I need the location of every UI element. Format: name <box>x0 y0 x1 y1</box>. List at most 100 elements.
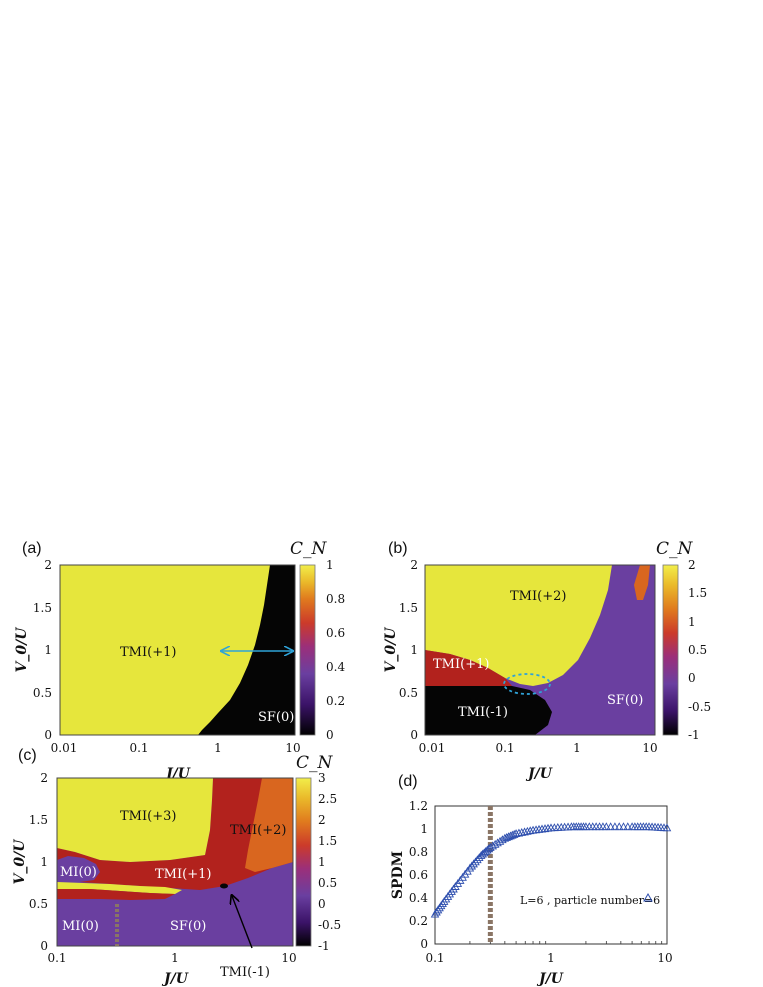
panel-b: (b) TMI(+2) TMI(+1) TMI(-1) SF(0) 2 1.5 … <box>383 539 711 782</box>
panel-b-dashed-ellipse <box>503 673 551 695</box>
panel-a: (a) TMI(+1) SF(0) 2 1.5 1 0.5 0 0.01 0.1… <box>14 539 345 782</box>
panel-b-ytick: 0 <box>410 728 418 742</box>
panel-b-xlabel: J/U <box>525 766 553 782</box>
panel-d-data-point <box>443 892 453 900</box>
panel-a-ytick: 2 <box>44 558 52 572</box>
panel-a-phase-label: TMI(+1) <box>120 645 176 660</box>
panel-c-xlabel: J/U <box>161 971 189 987</box>
panel-c-colorbar-tick: 3 <box>318 771 326 785</box>
panel-b-region-tmi-plus2-island <box>634 565 650 600</box>
panel-d-data-point <box>500 833 510 842</box>
panel-b-xtick: 0.1 <box>495 741 514 755</box>
panel-a-ytick: 0 <box>44 728 52 742</box>
panel-d-data-point <box>511 829 521 838</box>
panel-d-ytick: 0 <box>420 937 428 951</box>
panel-b-phase-label: SF(0) <box>607 693 643 708</box>
panel-b-colorbar-tick: 0 <box>688 671 696 685</box>
panel-a-xtick: 0.1 <box>129 741 148 755</box>
panel-c-ytick: 1.5 <box>29 813 48 827</box>
panel-b-colorbar-tick: 0.5 <box>688 643 707 657</box>
panel-c-ytick: 0.5 <box>29 897 48 911</box>
panel-b-label: (b) <box>388 540 408 557</box>
panel-b-ylabel: V_0/U <box>383 627 399 673</box>
panel-d: (d) 1.2 1 0.8 0.6 0.4 0.2 0 0.1 1 10 J/U… <box>390 773 673 987</box>
panel-b-colorbar-title: C_N <box>656 539 694 559</box>
panel-b-region-tmi-plus2 <box>425 565 612 686</box>
panel-d-data-point <box>523 826 532 835</box>
panel-d-data-point <box>469 859 478 868</box>
panel-d-series <box>430 822 672 918</box>
panel-c-frame <box>56 777 294 947</box>
panel-c-phase-label: MI(0) <box>62 919 99 934</box>
panel-a-region-sf <box>198 565 295 735</box>
panel-d-xtick: 10 <box>657 951 672 965</box>
panel-d-ytick: 1.2 <box>409 799 428 813</box>
panel-d-data-point <box>479 848 489 857</box>
panel-d-ylabel: SPDM <box>390 851 406 899</box>
panel-d-ytick: 0.2 <box>409 914 428 928</box>
panel-d-data-point <box>520 827 529 836</box>
panel-c-phase-label: TMI(-1) <box>220 965 270 980</box>
panel-a-phase-label: SF(0) <box>258 710 294 725</box>
panel-c-colorbar-tick: 2 <box>318 813 326 827</box>
panel-d-data-point <box>478 849 487 858</box>
panel-a-colorbar-tick: 0.8 <box>326 592 345 606</box>
panel-d-data-point <box>514 828 524 837</box>
panel-d-ytick: 1 <box>420 822 428 836</box>
panel-c-region-tmi-minus1 <box>220 883 228 889</box>
panel-d-data-point <box>662 823 672 832</box>
panel-d-data-point <box>614 822 624 831</box>
panel-b-phase-label: TMI(+1) <box>433 657 489 672</box>
panel-d-data-point <box>502 832 511 841</box>
panel-d-legend-text: L=6 , particle number=6 <box>520 894 660 907</box>
panel-d-data-point <box>623 822 633 831</box>
panel-d-data-point <box>441 894 451 903</box>
panel-d-data-point <box>447 887 456 895</box>
panel-a-colorbar-title: C_N <box>290 539 328 559</box>
panel-d-xtick: 0.1 <box>425 951 444 965</box>
panel-b-frame <box>424 564 656 736</box>
panel-c-region-yellow-strip <box>57 882 182 894</box>
panel-d-data-point <box>439 897 449 905</box>
panel-c-colorbar-tick: 0.5 <box>318 876 337 890</box>
panel-c-colorbar-tick: 1 <box>318 855 326 869</box>
panel-a-colorbar-tick: 0 <box>326 728 334 742</box>
panel-d-data-point <box>445 889 455 898</box>
panel-a-xtick: 10 <box>285 741 300 755</box>
panel-d-frame <box>434 805 668 945</box>
panel-b-xtick: 1 <box>573 741 581 755</box>
panel-c-label: (c) <box>18 747 37 764</box>
panel-c-colorbar-tick: -0.5 <box>318 918 341 932</box>
panel-b-xtick: 0.01 <box>419 741 446 755</box>
panel-d-label: (d) <box>398 773 418 790</box>
panel-d-ytick: 0.4 <box>409 891 428 905</box>
panel-d-data-point <box>467 861 477 870</box>
panel-c-colorbar-tick: 2.5 <box>318 792 337 806</box>
panel-d-data-point <box>473 855 482 864</box>
panel-a-frame <box>59 564 296 736</box>
panel-c-phase-label: TMI(+2) <box>230 823 286 838</box>
panel-c-phase-label: TMI(+3) <box>120 809 176 824</box>
panel-a-colorbar-tick: 0.4 <box>326 660 345 674</box>
panel-d-xlabel: J/U <box>536 971 564 987</box>
panel-c-phase-label: TMI(+1) <box>155 867 211 882</box>
panel-b-colorbar <box>662 564 679 736</box>
panel-b-colorbar-tick: -1 <box>688 728 700 742</box>
panel-c-ytick: 0 <box>40 939 48 953</box>
panel-b-ytick: 1.5 <box>399 601 418 615</box>
panel-a-xtick: 0.01 <box>51 741 78 755</box>
panel-c-region-tmi-plus1 <box>57 778 293 890</box>
panel-c-arrow <box>232 896 253 949</box>
panel-d-data-point <box>610 822 620 831</box>
panel-c-colorbar <box>295 777 312 947</box>
panel-a-xtick: 1 <box>214 741 222 755</box>
panel-d-legend-marker <box>643 892 653 902</box>
panel-b-region-tmi-minus1 <box>425 686 552 735</box>
panel-c-ytick: 1 <box>40 855 48 869</box>
panel-a-ytick: 1.5 <box>33 601 52 615</box>
panel-c-region-mi0-lower <box>57 889 175 900</box>
panel-d-data-point <box>476 851 486 859</box>
panel-c-region-mi0-upper <box>57 856 100 882</box>
panel-d-tickmarks <box>469 941 663 944</box>
panel-c-region-tmi-plus3 <box>57 778 213 862</box>
